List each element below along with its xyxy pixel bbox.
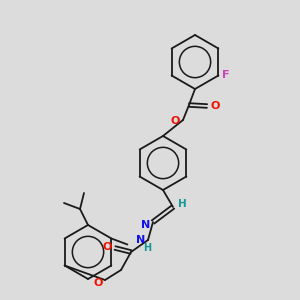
Text: O: O xyxy=(210,101,220,111)
Text: O: O xyxy=(170,116,180,126)
Text: H: H xyxy=(178,199,186,209)
Text: O: O xyxy=(102,242,112,252)
Text: H: H xyxy=(143,243,151,253)
Text: N: N xyxy=(141,220,151,230)
Text: F: F xyxy=(222,70,229,80)
Text: O: O xyxy=(93,278,103,288)
Text: N: N xyxy=(136,235,146,245)
